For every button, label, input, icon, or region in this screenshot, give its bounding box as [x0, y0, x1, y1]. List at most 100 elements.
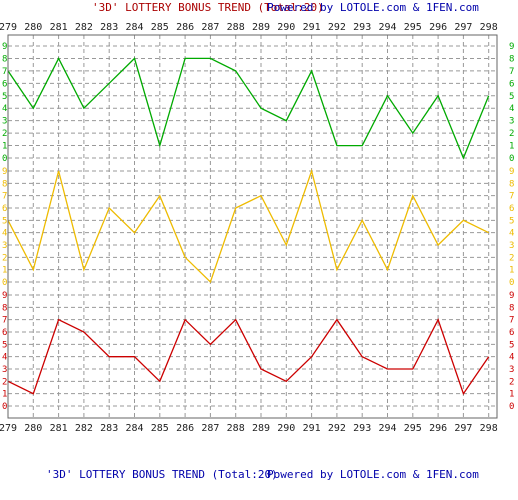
y-tick-label-right: 0 — [509, 154, 514, 164]
series-line-0 — [7, 56, 490, 160]
x-tick-label-bottom: 289 — [252, 423, 270, 434]
series-line-2 — [7, 318, 490, 396]
x-tick-label-bottom: 280 — [24, 423, 42, 434]
y-tick-label-left: 2 — [2, 253, 7, 263]
y-tick-label-right: 7 — [509, 192, 514, 202]
y-tick-label-right: 7 — [509, 67, 514, 77]
y-tick-label-left: 5 — [2, 216, 7, 226]
y-tick-label-left: 8 — [2, 54, 7, 64]
y-tick-label-left: 2 — [2, 377, 7, 387]
x-tick-label-top: 292 — [328, 22, 346, 33]
x-tick-label-top: 280 — [24, 22, 42, 33]
x-tick-label-bottom: 294 — [378, 423, 396, 434]
y-tick-label-right: 2 — [509, 377, 514, 387]
x-tick-label-top: 283 — [100, 22, 118, 33]
x-tick-label-bottom: 296 — [429, 423, 447, 434]
y-tick-label-left: 0 — [2, 278, 7, 288]
y-tick-label-right: 6 — [509, 79, 514, 89]
y-tick-label-left: 4 — [2, 353, 7, 363]
y-tick-label-right: 3 — [509, 365, 514, 375]
y-tick-label-left: 6 — [2, 79, 7, 89]
y-tick-label-left: 4 — [2, 229, 7, 239]
y-tick-label-right: 1 — [509, 142, 514, 152]
y-tick-label-left: 9 — [2, 167, 7, 177]
x-tick-label-top: 286 — [176, 22, 194, 33]
y-tick-label-right: 1 — [509, 266, 514, 276]
y-tick-label-left: 0 — [2, 402, 7, 412]
y-tick-label-left: 1 — [2, 142, 7, 152]
y-tick-label-left: 1 — [2, 266, 7, 276]
x-tick-label-top: 298 — [480, 22, 498, 33]
y-tick-label-right: 2 — [509, 129, 514, 139]
y-tick-label-right: 7 — [509, 316, 514, 326]
x-tick-label-top: 297 — [454, 22, 472, 33]
y-tick-label-right: 4 — [509, 104, 514, 114]
series-line-1 — [7, 168, 489, 284]
footer-title-left: '3D' LOTTERY BONUS TREND (Total:20) — [46, 468, 278, 481]
x-tick-label-bottom: 291 — [303, 423, 321, 434]
plot-frame — [7, 34, 498, 419]
x-tick-label-top: 284 — [125, 22, 143, 33]
x-tick-label-top: 287 — [201, 22, 219, 33]
y-tick-label-right: 1 — [509, 390, 514, 400]
x-tick-label-bottom: 286 — [176, 423, 194, 434]
y-tick-label-left: 3 — [2, 117, 7, 127]
x-tick-label-top: 294 — [378, 22, 396, 33]
y-tick-label-left: 3 — [2, 241, 7, 251]
y-tick-label-left: 7 — [2, 67, 7, 77]
x-tick-label-top: 293 — [353, 22, 371, 33]
x-tick-label-top: 289 — [252, 22, 270, 33]
y-tick-label-right: 5 — [509, 216, 514, 226]
y-tick-label-right: 8 — [509, 54, 514, 64]
x-tick-label-bottom: 283 — [100, 423, 118, 434]
y-tick-label-right: 4 — [509, 229, 514, 239]
x-tick-label-top: 291 — [303, 22, 321, 33]
y-tick-label-right: 5 — [509, 340, 514, 350]
footer-title-right: Powered by LOTOLE.com & 1FEN.com — [267, 468, 479, 481]
y-tick-label-right: 3 — [509, 117, 514, 127]
x-tick-label-top: 295 — [404, 22, 422, 33]
y-tick-label-right: 9 — [509, 167, 514, 177]
y-tick-label-right: 0 — [509, 278, 514, 288]
x-tick-label-top: 290 — [277, 22, 295, 33]
x-tick-label-bottom: 290 — [277, 423, 295, 434]
x-tick-labels: 2792792802802812812822822832832842842852… — [0, 22, 498, 434]
y-tick-label-left: 5 — [2, 340, 7, 350]
x-tick-label-bottom: 295 — [404, 423, 422, 434]
y-tick-label-left: 3 — [2, 365, 7, 375]
y-tick-label-left: 5 — [2, 92, 7, 102]
y-tick-label-right: 9 — [509, 291, 514, 301]
x-tick-label-bottom: 292 — [328, 423, 346, 434]
x-tick-label-bottom: 287 — [201, 423, 219, 434]
x-tick-label-top: 288 — [227, 22, 245, 33]
y-tick-label-left: 9 — [2, 42, 7, 52]
x-tick-label-top: 281 — [50, 22, 68, 33]
x-tick-label-bottom: 297 — [454, 423, 472, 434]
y-tick-label-left: 2 — [2, 129, 7, 139]
y-tick-label-left: 6 — [2, 328, 7, 338]
y-tick-label-left: 8 — [2, 303, 7, 313]
header-title-left: '3D' LOTTERY BONUS TREND (Total:20) — [92, 1, 324, 14]
y-tick-label-left: 9 — [2, 291, 7, 301]
y-tick-label-left: 8 — [2, 179, 7, 189]
y-tick-label-left: 4 — [2, 104, 7, 114]
y-tick-label-right: 6 — [509, 204, 514, 214]
y-tick-label-left: 7 — [2, 316, 7, 326]
header-title-right: Powered by LOTOLE.com & 1FEN.com — [267, 1, 479, 14]
y-tick-label-right: 5 — [509, 92, 514, 102]
x-tick-label-bottom: 279 — [0, 423, 17, 434]
y-tick-label-right: 0 — [509, 402, 514, 412]
y-tick-label-right: 8 — [509, 179, 514, 189]
x-tick-label-bottom: 288 — [227, 423, 245, 434]
x-tick-label-top: 296 — [429, 22, 447, 33]
x-tick-label-bottom: 298 — [480, 423, 498, 434]
x-tick-label-top: 279 — [0, 22, 17, 33]
x-tick-label-bottom: 281 — [50, 423, 68, 434]
y-tick-label-right: 4 — [509, 353, 514, 363]
y-tick-label-right: 8 — [509, 303, 514, 313]
y-tick-label-right: 2 — [509, 253, 514, 263]
y-tick-labels: 0 0 1 1 2 2 3 3 4 4 5 5 6 6 7 7 8 8 9 9 0 0 1 1 2 2 3 3 4 4 5 5 6 6 7 7 8 8 9 9… — [2, 42, 514, 412]
series-lines — [7, 56, 490, 396]
y-tick-label-right: 3 — [509, 241, 514, 251]
